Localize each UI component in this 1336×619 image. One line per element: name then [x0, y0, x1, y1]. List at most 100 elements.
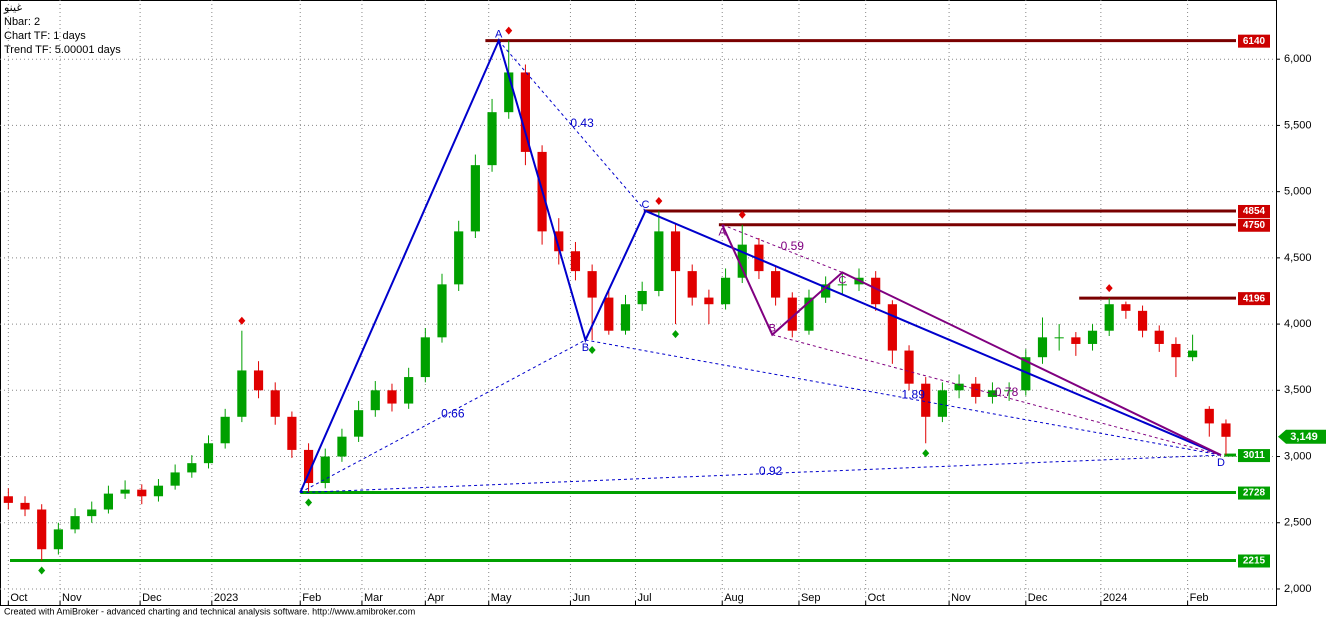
level-label-box — [1238, 34, 1270, 48]
pivot-marker — [588, 345, 596, 354]
level-label-box — [1238, 218, 1270, 232]
candle-body — [937, 390, 947, 417]
candle-body — [921, 383, 931, 417]
x-tick-label: Aug — [724, 592, 744, 604]
x-tick-label: Jun — [572, 592, 590, 604]
candle-body — [437, 284, 447, 338]
y-tick-label: 2,000 — [1284, 583, 1312, 595]
pivot-marker — [655, 196, 663, 205]
candle-body — [1104, 304, 1114, 331]
candle-body — [1004, 390, 1014, 392]
candle-body — [1204, 408, 1214, 424]
candle-body — [604, 297, 614, 331]
candle-body — [203, 443, 214, 464]
candle-body — [654, 231, 664, 291]
x-tick-label: Dec — [142, 592, 162, 604]
candle-body — [620, 304, 631, 331]
x-tick-label: Apr — [427, 592, 444, 604]
candle-body — [354, 410, 364, 437]
x-tick-label: Oct — [10, 592, 27, 604]
candle-body — [754, 244, 764, 272]
candle-body — [370, 390, 380, 411]
pattern-ratio: 0.59 — [781, 239, 805, 253]
header-line: Chart TF: 1 days — [4, 30, 86, 42]
candle-body — [237, 370, 247, 417]
candle-body — [404, 377, 414, 404]
candle-body — [1037, 337, 1048, 358]
level-label-box — [1238, 449, 1270, 463]
y-tick-label: 3,500 — [1284, 384, 1312, 396]
pivot-marker — [922, 449, 930, 458]
y-tick-label: 4,000 — [1284, 318, 1312, 330]
candle-body — [320, 456, 330, 484]
candle-body — [971, 383, 981, 397]
candle-body — [20, 502, 30, 510]
x-tick-label: Sep — [801, 592, 821, 604]
candle-body — [570, 251, 581, 272]
y-tick-label: 5,000 — [1284, 186, 1312, 198]
level-label-box — [1238, 554, 1270, 568]
x-tick-label: Feb — [302, 592, 321, 604]
candle-body — [3, 496, 13, 503]
pattern-point-label: D — [1217, 457, 1225, 469]
candle-body — [253, 370, 264, 391]
candle-body — [220, 416, 230, 444]
last-price-label: 3,149 — [1290, 431, 1318, 443]
candle-body — [670, 231, 681, 272]
pattern-ratio: 0.92 — [759, 464, 783, 478]
candle-body — [487, 112, 497, 166]
candle-body — [187, 463, 197, 473]
candle-body — [887, 304, 897, 351]
pattern-ratio: 1.89 — [902, 388, 926, 402]
candle-body — [1137, 310, 1148, 331]
pattern-ratio: 0.78 — [995, 385, 1019, 399]
level-label: 2215 — [1243, 556, 1266, 567]
candle-body — [470, 165, 480, 232]
candle-body — [1121, 304, 1131, 311]
pattern-point-label: B — [769, 323, 776, 335]
pattern-point-label: C — [642, 199, 650, 211]
x-tick-label: 2023 — [214, 592, 238, 604]
candle-body — [37, 509, 47, 550]
candle-body — [170, 472, 180, 486]
pivot-marker — [505, 26, 513, 35]
candle-body — [1154, 330, 1164, 344]
level-label: 4750 — [1243, 220, 1266, 231]
pivot-marker — [672, 330, 680, 339]
candle-body — [837, 284, 847, 286]
candle-body — [1054, 337, 1064, 339]
y-tick-label: 6,000 — [1284, 53, 1312, 65]
x-tick-label: Nov — [62, 592, 82, 604]
pivot-marker — [1105, 284, 1113, 293]
x-tick-label: Jul — [637, 592, 651, 604]
candle-body — [771, 271, 781, 298]
level-label: 4854 — [1243, 206, 1266, 217]
y-tick-label: 5,500 — [1284, 119, 1312, 131]
candle-body — [904, 350, 914, 384]
candle-body — [53, 529, 63, 550]
candle-body — [87, 509, 97, 517]
pattern-ratio: 0.66 — [441, 406, 465, 420]
candle-body — [137, 489, 147, 497]
pivot-marker — [38, 566, 46, 575]
candle-body — [287, 416, 297, 450]
header-line: غينو — [3, 2, 22, 14]
candle-body — [987, 390, 998, 397]
candle-body — [270, 390, 280, 417]
candle-body — [303, 449, 314, 484]
pattern-point-label: C — [838, 274, 846, 286]
candle-body — [1188, 350, 1198, 358]
candle-body — [420, 337, 430, 378]
last-price-box — [1278, 429, 1326, 444]
x-tick-label: May — [491, 592, 512, 604]
candle-body — [821, 284, 831, 298]
pattern-ratio: 0.43 — [570, 116, 594, 130]
candle-body — [1071, 337, 1081, 344]
level-label-box — [1238, 486, 1270, 500]
x-tick-label: Dec — [1028, 592, 1048, 604]
pattern-line — [721, 224, 1222, 456]
level-label: 3011 — [1243, 450, 1265, 461]
candle-body — [454, 231, 464, 285]
